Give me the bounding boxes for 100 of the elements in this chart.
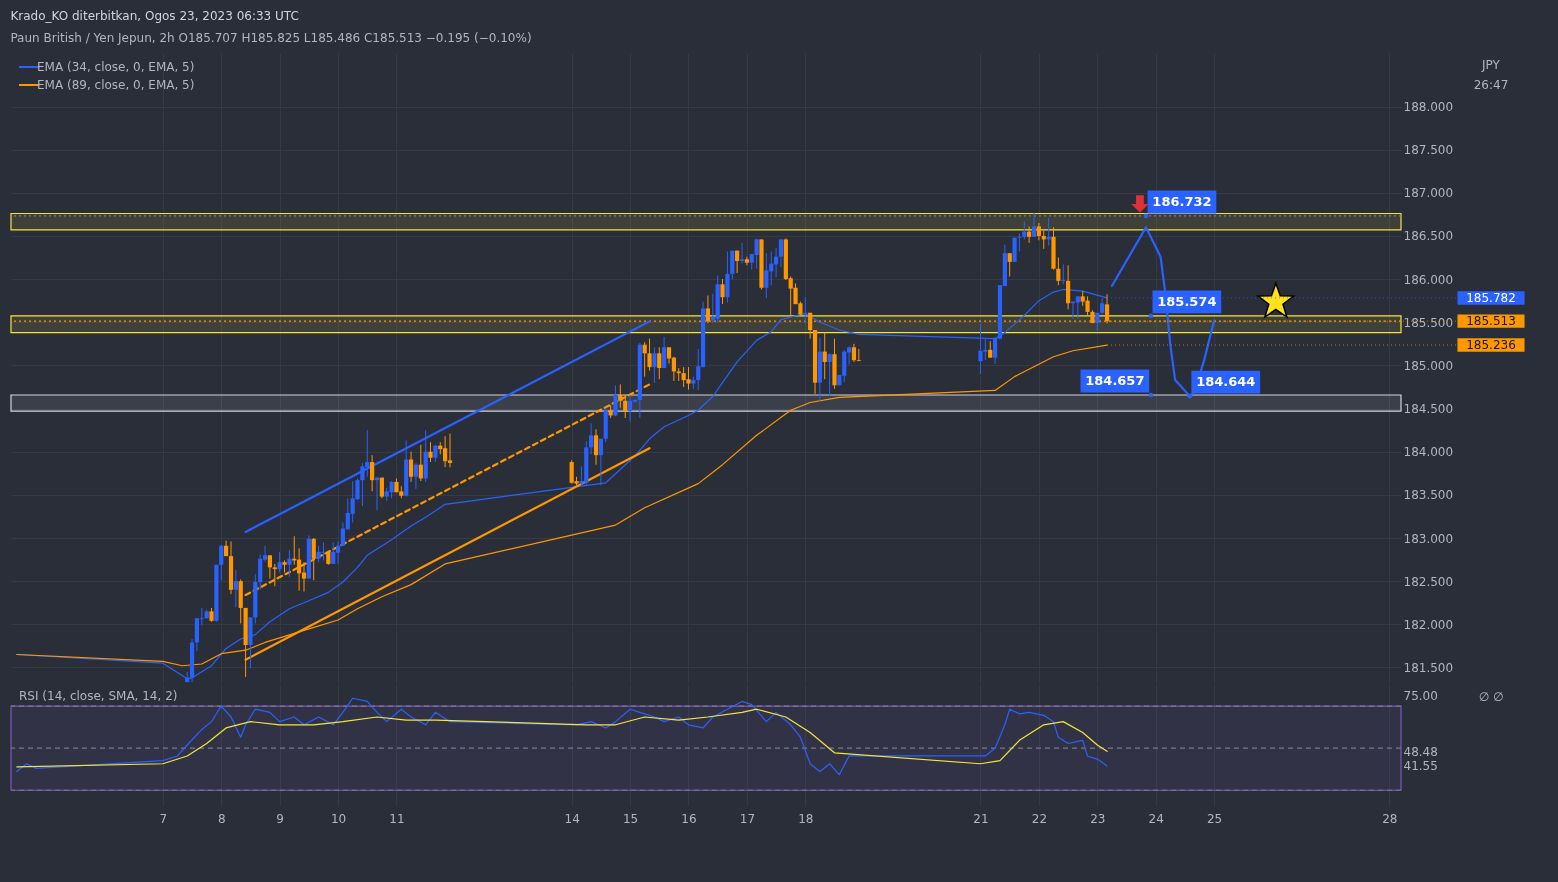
- candlestick: [248, 616, 253, 669]
- candlestick: [822, 332, 827, 380]
- candlestick: [715, 275, 720, 323]
- annotation: 184.644: [1196, 374, 1256, 390]
- candlestick: [228, 540, 234, 595]
- x-tick-label: 11: [389, 811, 405, 826]
- y-tick-label: 182.500: [1403, 574, 1454, 589]
- candlestick: [1012, 237, 1017, 263]
- candlestick: [404, 439, 409, 498]
- candlestick: [340, 521, 346, 547]
- candlestick: [306, 534, 311, 580]
- x-tick-label: 17: [739, 811, 756, 826]
- candlestick: [370, 454, 375, 492]
- candlestick: [808, 312, 813, 340]
- x-tick-label: 14: [564, 811, 580, 826]
- candlestick: [627, 394, 633, 423]
- y-tick-label: 186.500: [1403, 229, 1454, 244]
- annotation: 185.236: [1466, 338, 1516, 353]
- candlestick: [219, 544, 224, 581]
- candlestick: [297, 547, 302, 592]
- candlestick: [1022, 220, 1027, 240]
- candlestick: [851, 343, 857, 363]
- candlestick: [817, 337, 822, 403]
- candlestick: [311, 537, 316, 581]
- x-tick-label: 23: [1090, 811, 1106, 826]
- candlestick: [1066, 264, 1071, 310]
- x-tick-label: 18: [798, 811, 814, 826]
- candlestick: [613, 384, 618, 417]
- annotation: 184.657: [1085, 373, 1145, 389]
- y-tick-label: 183.000: [1403, 531, 1454, 546]
- y-tick-label: 187.000: [1403, 186, 1454, 201]
- candlestick: [418, 444, 423, 482]
- candlestick: [408, 451, 414, 483]
- candlestick: [662, 336, 667, 369]
- y-tick-label: 184.000: [1403, 445, 1454, 460]
- candlestick: [978, 323, 983, 375]
- chart-title: RSI (14, close, SMA, 14, 2): [19, 689, 178, 703]
- candlestick: [725, 250, 730, 303]
- y-tick-label: 186.000: [1403, 272, 1454, 287]
- candlestick: [1061, 263, 1066, 285]
- legend-label: EMA (34, close, 0, EMA, 5): [37, 60, 195, 74]
- candlestick: [657, 346, 662, 380]
- y-tick-label: 185.500: [1403, 315, 1454, 330]
- candlestick: [735, 250, 740, 274]
- y-tick-label: 185.000: [1403, 358, 1454, 373]
- candlestick: [301, 561, 307, 593]
- text: JPY: [1481, 58, 1501, 72]
- candlestick: [1056, 257, 1061, 286]
- candlestick: [413, 462, 419, 490]
- candlestick: [593, 428, 599, 466]
- x-tick-label: 7: [159, 811, 168, 826]
- candlestick: [832, 338, 837, 390]
- candlestick: [331, 541, 336, 565]
- candlestick: [589, 422, 594, 455]
- x-tick-label: 22: [1031, 811, 1048, 826]
- candlestick: [1095, 312, 1100, 332]
- candlestick: [730, 250, 735, 280]
- candlestick: [598, 438, 603, 486]
- x-tick-label: 9: [276, 811, 284, 826]
- candlestick: [428, 441, 433, 463]
- candlestick: [803, 296, 808, 324]
- candlestick: [739, 242, 745, 265]
- candlestick: [603, 407, 608, 443]
- candlestick: [1031, 212, 1037, 238]
- y-tick-label: 183.500: [1403, 488, 1454, 503]
- candlestick: [759, 238, 764, 290]
- candlestick: [233, 569, 238, 608]
- y-tick-label: 41.55: [1403, 759, 1438, 774]
- candlestick: [686, 366, 691, 391]
- x-tick-label: 8: [217, 811, 226, 826]
- chart-subtitle: Paun British / Yen Jepun, 2h O185.707 H185.825 L185.486 C185.513 −0.195 (−0.10%): [10, 31, 532, 45]
- x-tick-label: 21: [973, 811, 989, 826]
- candlestick: [1051, 226, 1056, 271]
- candlestick: [1027, 225, 1032, 244]
- candlestick: [258, 553, 263, 591]
- candlestick: [277, 551, 282, 574]
- chart-title: Krado_KO diterbitkan, Ogos 23, 2023 06:33 UTC: [10, 9, 299, 23]
- candlestick: [1017, 232, 1022, 252]
- candlestick: [1085, 295, 1090, 316]
- y-tick-label: 188.000: [1403, 100, 1454, 115]
- candlestick: [267, 554, 272, 580]
- candlestick: [652, 346, 657, 384]
- x-tick-label: 25: [1206, 811, 1223, 826]
- x-tick-label: 15: [622, 811, 639, 826]
- text: 26:47: [1473, 78, 1509, 92]
- x-tick-label: 10: [330, 811, 347, 826]
- candlestick: [321, 541, 326, 561]
- y-tick-label: 187.500: [1403, 143, 1454, 158]
- candlestick: [856, 348, 861, 362]
- candlestick: [637, 342, 642, 419]
- y-tick-label: 48.48: [1403, 744, 1438, 759]
- candlestick: [827, 352, 832, 397]
- candlestick: [846, 345, 852, 366]
- candlestick: [423, 429, 428, 483]
- y-tick-label: 75.00: [1403, 689, 1438, 704]
- x-tick-label: 24: [1148, 811, 1164, 826]
- x-tick-label: 28: [1382, 811, 1398, 826]
- candlestick: [287, 549, 292, 578]
- annotation: 186.732: [1152, 193, 1212, 209]
- candlestick: [238, 578, 243, 624]
